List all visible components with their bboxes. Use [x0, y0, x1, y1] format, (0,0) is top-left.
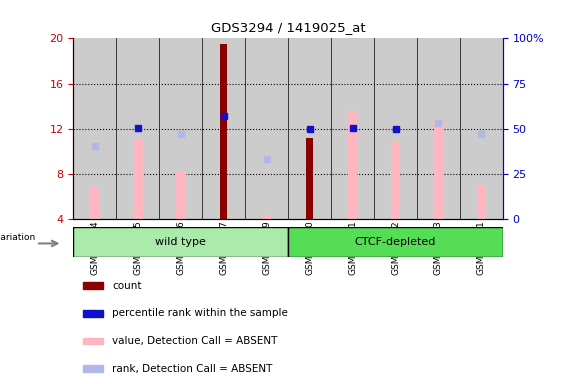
Bar: [391, 142, 400, 219]
Bar: [202, 38, 245, 219]
Bar: [288, 38, 331, 219]
Text: percentile rank within the sample: percentile rank within the sample: [112, 308, 288, 318]
Text: wild type: wild type: [155, 237, 206, 247]
Bar: [477, 185, 486, 219]
Bar: [116, 38, 159, 219]
Bar: [417, 38, 460, 219]
Text: rank, Detection Call = ABSENT: rank, Detection Call = ABSENT: [112, 364, 273, 374]
Bar: [176, 172, 185, 219]
Bar: [133, 140, 142, 219]
Bar: [434, 122, 443, 219]
Bar: [374, 38, 417, 219]
Bar: [220, 44, 227, 219]
Bar: [83, 338, 103, 344]
Bar: [73, 38, 116, 219]
Text: count: count: [112, 281, 142, 291]
Bar: [159, 38, 202, 219]
Text: value, Detection Call = ABSENT: value, Detection Call = ABSENT: [112, 336, 278, 346]
Bar: [262, 215, 271, 219]
Bar: [83, 310, 103, 317]
Bar: [331, 38, 374, 219]
Text: genotype/variation: genotype/variation: [0, 233, 35, 242]
Bar: [83, 282, 103, 289]
Bar: [460, 38, 503, 219]
Bar: [306, 138, 313, 219]
Bar: [83, 365, 103, 372]
Title: GDS3294 / 1419025_at: GDS3294 / 1419025_at: [211, 22, 366, 35]
Bar: [288, 227, 503, 257]
Text: CTCF-depleted: CTCF-depleted: [355, 237, 436, 247]
Bar: [73, 227, 288, 257]
Bar: [348, 111, 357, 219]
Bar: [245, 38, 288, 219]
Bar: [90, 189, 99, 219]
